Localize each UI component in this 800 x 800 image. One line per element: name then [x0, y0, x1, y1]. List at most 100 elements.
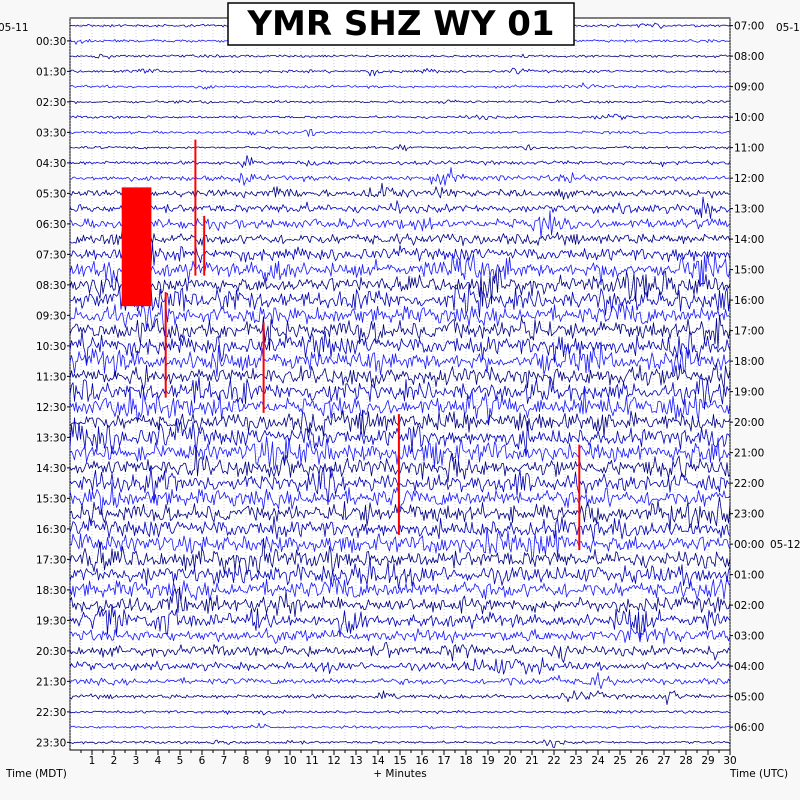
trace-row — [69, 196, 731, 219]
y-tick-label-right: 23:00 — [734, 509, 764, 521]
trace-row — [69, 373, 731, 410]
trace-row — [69, 314, 731, 351]
x-tick-label: 3 — [133, 755, 140, 767]
y-tick-label-right: 22:00 — [734, 478, 764, 490]
x-tick-label: 17 — [437, 755, 450, 767]
x-tick-label: 29 — [701, 755, 714, 767]
trace-row — [69, 672, 731, 690]
y-tick-label-left: 19:30 — [36, 615, 66, 627]
trace-row — [69, 496, 731, 531]
x-tick-label: 19 — [481, 755, 494, 767]
x-tick-label: 4 — [155, 755, 162, 767]
trace-row — [69, 657, 731, 675]
x-tick-label: 13 — [349, 755, 362, 767]
y-tick-label-right: 13:00 — [734, 204, 764, 216]
trace-row — [69, 155, 731, 168]
trace-row — [69, 739, 731, 748]
y-axis-label-left: Time (MDT) — [5, 768, 67, 780]
trace-row — [69, 129, 731, 137]
trace-row — [69, 251, 731, 288]
trace-row — [69, 243, 731, 266]
y-tick-label-left: 22:30 — [36, 707, 66, 719]
y-tick-label-right: 15:00 — [734, 265, 764, 277]
y-tick-label-right: 01:00 — [734, 570, 764, 582]
y-tick-label-left: 07:30 — [36, 249, 66, 261]
trace-row — [69, 182, 731, 200]
x-tick-label: 2 — [111, 755, 118, 767]
trace-row — [69, 625, 731, 645]
y-tick-label-right: 20:00 — [734, 417, 764, 429]
y-tick-label-right: 12:00 — [734, 173, 764, 185]
y-axis-label-right: Time (UTC) — [729, 768, 788, 780]
x-tick-label: 28 — [679, 755, 692, 767]
x-tick-label: 5 — [177, 755, 184, 767]
trace-row — [69, 417, 731, 456]
trace-row — [69, 99, 731, 105]
trace-row — [69, 53, 731, 60]
x-tick-label: 18 — [459, 755, 472, 767]
trace-row — [69, 330, 731, 365]
trace-row — [69, 709, 731, 716]
x-tick-labels: 1 2 3 4 5 6 7 8 9 10 11 12 13 14 15 16 17 18 19 20 21 22 23 24 2… — [80, 750, 737, 767]
trace-row — [69, 210, 731, 238]
x-tick-label: 22 — [547, 755, 560, 767]
date-left: 05-11 — [0, 22, 29, 34]
trace-row — [69, 167, 731, 186]
trace-row — [69, 465, 731, 506]
x-tick-label: 30 — [723, 755, 736, 767]
y-tick-label-left: 15:30 — [36, 493, 66, 505]
trace-row — [69, 604, 731, 639]
clipped-block — [121, 187, 152, 307]
x-tick-label: 12 — [327, 755, 340, 767]
y-tick-label-right: 05:00 — [734, 692, 764, 704]
trace-row — [69, 447, 731, 483]
y-tick-label-right: 17:00 — [734, 326, 764, 338]
trace-row — [69, 538, 731, 576]
y-tick-label-right: 00:00 — [734, 539, 764, 551]
y-tick-label-left: 12:30 — [36, 402, 66, 414]
trace-row — [69, 436, 731, 471]
y-tick-label-right: 06:00 — [734, 722, 764, 734]
x-tick-label: 15 — [393, 755, 406, 767]
y-tick-label-left: 01:30 — [36, 66, 66, 78]
y-tick-label-left: 10:30 — [36, 341, 66, 353]
x-tick-label: 8 — [243, 755, 250, 767]
x-tick-label: 11 — [305, 755, 318, 767]
y-tick-label-left: 09:30 — [36, 310, 66, 322]
y-tick-label-right: 08:00 — [734, 51, 764, 63]
trace-row — [69, 341, 731, 377]
x-tick-label: 9 — [265, 755, 272, 767]
trace-row — [69, 516, 731, 542]
y-tick-label-left: 20:30 — [36, 646, 66, 658]
trace-row — [69, 641, 731, 663]
grid — [69, 18, 731, 750]
y-tick-label-right: 04:00 — [734, 661, 764, 673]
date-right-top: 05-12 — [776, 22, 800, 34]
x-tick-label: 16 — [415, 755, 429, 767]
y-tick-label-left: 00:30 — [36, 36, 66, 48]
y-tick-label-right: 16:00 — [734, 295, 764, 307]
trace-row — [69, 722, 731, 730]
y-tick-label-right: 09:00 — [734, 82, 764, 94]
x-tick-label: 14 — [371, 755, 385, 767]
y-tick-label-right: 14:00 — [734, 234, 764, 246]
y-tick-label-left: 21:30 — [36, 676, 66, 688]
y-tick-label-right: 18:00 — [734, 356, 764, 368]
trace-row — [69, 557, 731, 589]
y-tick-label-left: 17:30 — [36, 554, 66, 566]
trace-row — [69, 67, 731, 77]
y-tick-label-right: 21:00 — [734, 448, 764, 460]
x-tick-label: 6 — [199, 755, 206, 767]
trace-row — [69, 527, 731, 561]
seismic-traces — [69, 20, 731, 748]
x-tick-label: 20 — [503, 755, 516, 767]
trace-row — [69, 586, 731, 618]
date-right-midnight: 05-12 — [770, 539, 800, 551]
trace-row — [69, 113, 731, 121]
x-axis-label: + Minutes — [373, 768, 426, 780]
trace-row — [69, 266, 731, 307]
y-tick-label-left: 04:30 — [36, 158, 66, 170]
trace-row — [69, 283, 731, 318]
x-tick-label: 10 — [283, 755, 296, 767]
